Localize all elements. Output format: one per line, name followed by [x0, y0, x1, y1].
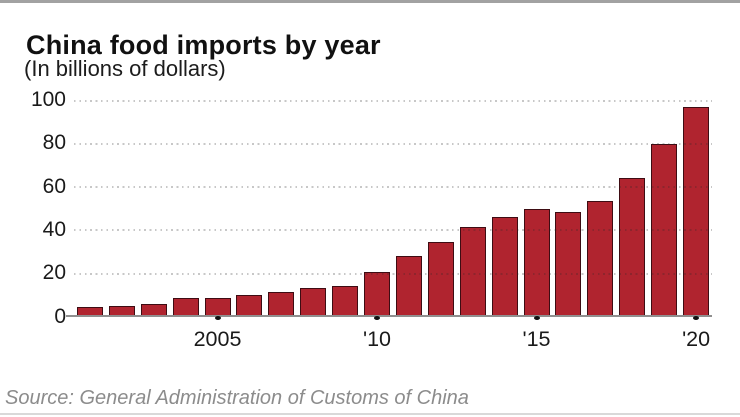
bar-2006	[236, 295, 263, 317]
plot-area	[74, 99, 712, 317]
bar-2012	[427, 242, 454, 317]
x-tick-label-2005: 2005	[193, 327, 242, 351]
bar-2015	[523, 208, 550, 317]
chart-subtitle: (In billions of dollars)	[24, 56, 226, 81]
x-tick-dot-2005	[214, 316, 221, 320]
y-tick-label-20: 20	[42, 261, 66, 285]
gridline-80	[74, 142, 712, 145]
gridline-40	[74, 229, 712, 232]
x-axis-line	[66, 315, 712, 317]
x-tick-dot-2010	[374, 316, 380, 320]
bar-2003	[140, 304, 167, 317]
y-tick-label-100: 100	[30, 88, 66, 111]
chart-title: China food imports by year	[26, 30, 381, 61]
bar-2007	[268, 292, 295, 317]
bar-2011	[395, 256, 422, 317]
gridline-20	[74, 272, 712, 275]
bar-2005	[204, 297, 231, 317]
bar-2020	[683, 107, 710, 317]
bar-2013	[459, 227, 486, 317]
bar-2016	[555, 212, 582, 317]
bar-2018	[619, 178, 646, 317]
bar-2010	[364, 271, 390, 317]
x-tick-dot-2015	[533, 316, 540, 320]
bar-2014	[491, 217, 518, 317]
x-tick-label-2020: '20	[682, 327, 711, 351]
y-tick-label-80: 80	[42, 131, 66, 155]
bar-2004	[172, 297, 199, 317]
bar-2019	[651, 143, 678, 317]
y-tick-label-0: 0	[54, 304, 66, 328]
bottom-border-rule	[0, 413, 740, 415]
x-tick-label-2015: '15	[522, 327, 551, 351]
bar-2002	[108, 306, 135, 317]
gridline-60	[74, 186, 712, 189]
source-attribution: Source: General Administration of Custom…	[5, 387, 469, 409]
x-tick-dot-2020	[693, 316, 700, 320]
y-tick-label-60: 60	[42, 174, 66, 198]
top-border-rule	[0, 0, 740, 3]
x-tick-label-2010: '10	[362, 327, 392, 351]
bar-2009	[332, 285, 359, 317]
bar-2017	[587, 201, 614, 317]
bar-2001	[76, 307, 103, 317]
y-tick-label-40: 40	[42, 217, 66, 241]
gridline-100	[74, 99, 712, 102]
bar-2008	[300, 287, 327, 317]
